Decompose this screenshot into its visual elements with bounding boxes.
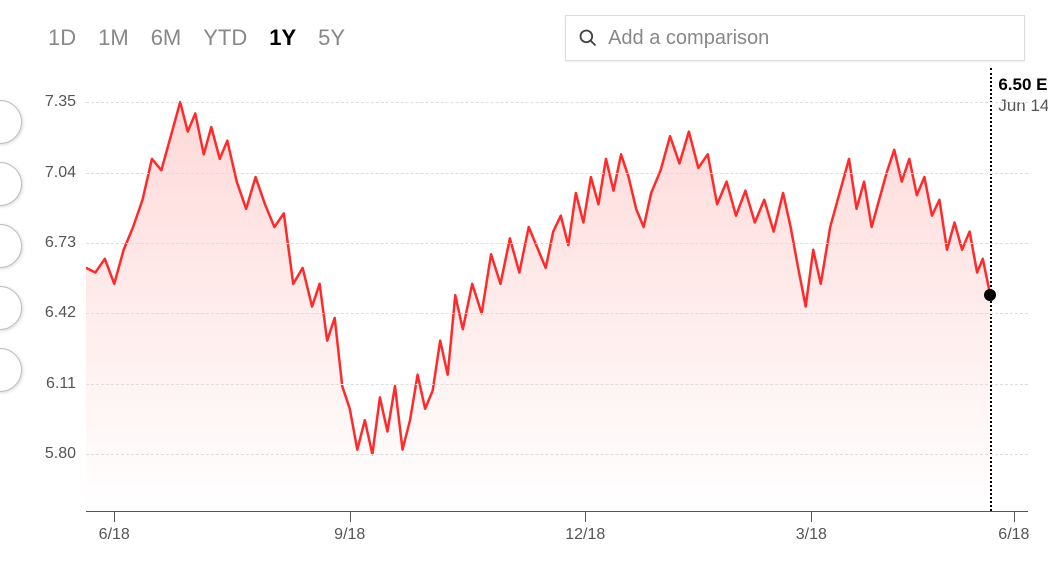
tool-button-4[interactable] bbox=[0, 286, 22, 330]
x-tick-label: 6/18 bbox=[998, 526, 1029, 544]
x-tick-label: 6/18 bbox=[99, 526, 130, 544]
top-bar: 1D 1M 6M YTD 1Y 5Y bbox=[0, 0, 1048, 60]
price-line bbox=[86, 68, 1028, 511]
y-tick-label: 6.42 bbox=[45, 304, 76, 322]
grid-line bbox=[86, 102, 1028, 103]
range-tab-1d[interactable]: 1D bbox=[48, 25, 76, 51]
grid-line bbox=[86, 173, 1028, 174]
tool-button-1[interactable] bbox=[0, 100, 22, 144]
x-tick-label: 12/18 bbox=[565, 526, 605, 544]
y-tick-label: 6.73 bbox=[45, 234, 76, 252]
search-icon bbox=[578, 28, 598, 48]
grid-line bbox=[86, 454, 1028, 455]
callout-date: Jun 14 bbox=[998, 95, 1048, 116]
tool-button-2[interactable] bbox=[0, 162, 22, 206]
grid-line bbox=[86, 243, 1028, 244]
grid-line bbox=[86, 313, 1028, 314]
x-tick bbox=[350, 512, 351, 522]
x-tick bbox=[811, 512, 812, 522]
tool-button-3[interactable] bbox=[0, 224, 22, 268]
y-tick-label: 5.80 bbox=[45, 445, 76, 463]
y-tick-label: 7.35 bbox=[45, 93, 76, 111]
last-price-dot bbox=[984, 289, 996, 301]
plot-region[interactable]: 6.50 EUR Jun 14 bbox=[86, 68, 1028, 512]
x-tick bbox=[114, 512, 115, 522]
callout-price: 6.50 EUR bbox=[998, 74, 1048, 95]
range-tabs: 1D 1M 6M YTD 1Y 5Y bbox=[48, 25, 345, 51]
y-axis: 7.35 7.04 6.73 6.42 6.11 5.80 bbox=[30, 68, 80, 568]
x-tick bbox=[585, 512, 586, 522]
y-tick-label: 7.04 bbox=[45, 164, 76, 182]
x-tick-label: 3/18 bbox=[796, 526, 827, 544]
grid-line bbox=[86, 384, 1028, 385]
tool-button-5[interactable] bbox=[0, 348, 22, 392]
y-tick-label: 6.11 bbox=[46, 375, 76, 393]
range-tab-6m[interactable]: 6M bbox=[151, 25, 182, 51]
x-axis: 6/18 9/18 12/18 3/18 6/18 bbox=[86, 512, 1028, 568]
comparison-search-input[interactable] bbox=[608, 27, 1012, 50]
x-tick bbox=[1014, 512, 1015, 522]
x-tick-label: 9/18 bbox=[334, 526, 365, 544]
range-tab-5y[interactable]: 5Y bbox=[318, 25, 345, 51]
comparison-search[interactable] bbox=[565, 15, 1025, 61]
range-tab-1y[interactable]: 1Y bbox=[269, 25, 296, 51]
range-tab-1m[interactable]: 1M bbox=[98, 25, 129, 51]
chart-area: 7.35 7.04 6.73 6.42 6.11 5.80 6.50 EUR Jun 14… bbox=[0, 68, 1048, 568]
side-toolbar bbox=[0, 100, 22, 392]
range-tab-ytd[interactable]: YTD bbox=[203, 25, 247, 51]
price-callout: 6.50 EUR Jun 14 bbox=[998, 74, 1048, 117]
